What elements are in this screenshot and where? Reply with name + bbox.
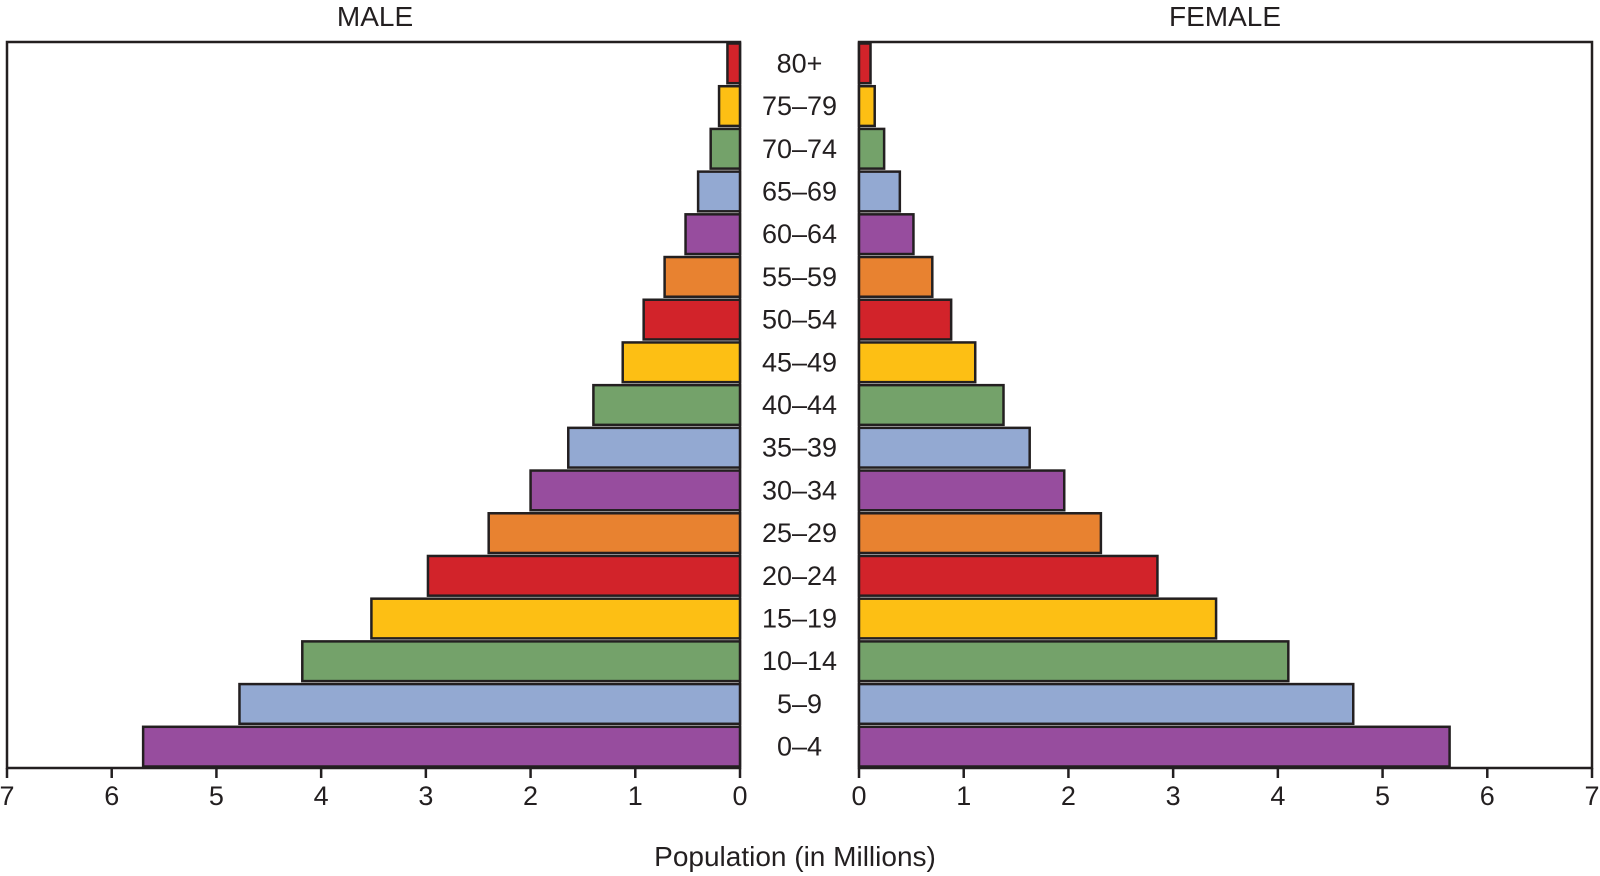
male-bars <box>141 42 742 768</box>
age-label-0-4: 0–4 <box>777 732 822 762</box>
female-bars <box>857 42 1451 768</box>
age-label-75-79: 75–79 <box>762 91 837 121</box>
female-bar-25-29 <box>857 512 1103 555</box>
female-bar-15-19 <box>857 597 1218 640</box>
female-tick-label: 0 <box>851 781 866 811</box>
female-tick-label: 5 <box>1375 781 1390 811</box>
male-bar-30-34 <box>529 469 742 512</box>
male-tick-label: 0 <box>732 781 747 811</box>
female-panel: FEMALE 0 1 2 3 4 5 6 7 <box>851 1 1599 811</box>
age-label-35-39: 35–39 <box>762 433 837 463</box>
male-bar-60-64 <box>684 213 742 256</box>
female-panel-title: FEMALE <box>1169 1 1281 32</box>
male-tick-label: 1 <box>628 781 643 811</box>
female-tick-label: 4 <box>1270 781 1285 811</box>
female-x-axis: 0 1 2 3 4 5 6 7 <box>851 768 1600 811</box>
male-tick-label: 2 <box>523 781 538 811</box>
male-bar-75-79 <box>717 84 742 128</box>
male-x-axis: 0 1 2 3 4 5 6 7 <box>0 768 748 811</box>
female-tick-label: 2 <box>1061 781 1076 811</box>
male-tick-label: 5 <box>209 781 224 811</box>
female-bar-20-24 <box>857 554 1159 597</box>
age-label-25-29: 25–29 <box>762 518 837 548</box>
male-bar-70-74 <box>709 127 742 170</box>
age-label-20-24: 20–24 <box>762 561 837 591</box>
female-tick-label: 3 <box>1166 781 1181 811</box>
male-tick-label: 7 <box>0 781 15 811</box>
female-bar-75-79 <box>857 84 876 128</box>
female-bar-80 <box>857 42 872 85</box>
female-bar-0-4 <box>857 725 1451 768</box>
female-bar-10-14 <box>857 640 1290 683</box>
male-bar-5-9 <box>238 682 742 726</box>
male-bar-15-19 <box>370 597 742 640</box>
age-label-30-34: 30–34 <box>762 475 837 505</box>
age-label-10-14: 10–14 <box>762 646 837 676</box>
female-bar-35-39 <box>857 426 1031 469</box>
male-bar-45-49 <box>621 341 742 384</box>
female-bar-40-44 <box>857 383 1005 427</box>
x-axis-title: Population (in Millions) <box>654 841 936 872</box>
male-bar-50-54 <box>642 298 742 341</box>
male-panel-title: MALE <box>337 1 413 32</box>
female-bar-60-64 <box>857 213 915 256</box>
age-label-65-69: 65–69 <box>762 176 837 206</box>
male-bar-20-24 <box>426 554 742 597</box>
age-label-5-9: 5–9 <box>777 689 822 719</box>
female-tick-label: 7 <box>1584 781 1599 811</box>
age-label-40-44: 40–44 <box>762 390 837 420</box>
male-bar-25-29 <box>487 512 742 555</box>
male-bar-65-69 <box>696 170 742 213</box>
age-label-70-74: 70–74 <box>762 134 837 164</box>
male-panel: MALE 0 1 2 3 4 5 6 7 <box>0 1 748 811</box>
age-group-labels: 80+ 75–79 70–74 65–69 60–64 55–59 50–54 45–49 40… <box>762 48 837 761</box>
female-bar-55-59 <box>857 255 934 298</box>
male-bar-0-4 <box>141 725 742 768</box>
male-bar-40-44 <box>592 383 742 427</box>
age-label-80: 80+ <box>777 48 823 78</box>
age-label-45-49: 45–49 <box>762 347 837 377</box>
male-tick-label: 4 <box>314 781 329 811</box>
female-bar-5-9 <box>857 682 1355 726</box>
age-label-50-54: 50–54 <box>762 305 837 335</box>
male-bar-35-39 <box>567 426 742 469</box>
male-bar-55-59 <box>663 255 742 298</box>
age-label-15-19: 15–19 <box>762 604 837 634</box>
female-bar-30-34 <box>857 469 1066 512</box>
male-bar-10-14 <box>301 640 742 683</box>
female-bar-70-74 <box>857 127 886 170</box>
age-label-55-59: 55–59 <box>762 262 837 292</box>
female-tick-label: 1 <box>956 781 971 811</box>
female-bar-65-69 <box>857 170 902 213</box>
female-bar-50-54 <box>857 298 953 341</box>
male-tick-label: 3 <box>418 781 433 811</box>
male-bar-80 <box>726 42 742 85</box>
female-tick-label: 6 <box>1480 781 1495 811</box>
male-tick-label: 6 <box>104 781 119 811</box>
female-bar-45-49 <box>857 341 977 384</box>
age-label-60-64: 60–64 <box>762 219 837 249</box>
